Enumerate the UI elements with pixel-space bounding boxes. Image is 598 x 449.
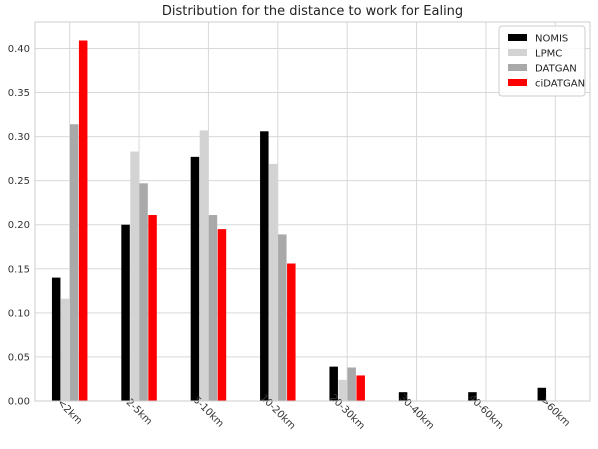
bar-nomis [468, 392, 477, 401]
x-tick-label: 2-5km [124, 397, 154, 427]
bar-datgan [69, 124, 79, 402]
bar-nomis [329, 366, 338, 401]
bar-nomis [51, 277, 61, 401]
bar-lpmc [60, 298, 70, 401]
plot-frame [34, 21, 591, 402]
y-tick-label: 0.40 [8, 44, 30, 55]
bar-cidatgan [356, 375, 365, 401]
y-tick-label: 0.30 [8, 132, 30, 143]
legend-swatch [508, 64, 527, 71]
legend-swatch [508, 34, 527, 41]
legend-label: DATGAN [535, 64, 577, 75]
bar-lpmc [269, 163, 278, 401]
x-axis-ticks: <2km 2-5km 5-10km 10-20km 20-30km 30-40km 40-6… [55, 393, 572, 432]
bar-lpmc [130, 151, 139, 401]
legend-label: NOMIS [535, 34, 568, 45]
bars [51, 40, 547, 402]
bar-cidatgan [78, 40, 88, 401]
y-tick-label: 0.35 [8, 88, 30, 99]
legend-swatch [508, 79, 527, 86]
y-tick-label: 0.00 [8, 397, 30, 408]
grid-lines [35, 22, 590, 402]
bar-cidatgan [287, 263, 296, 401]
x-tick-label: <2km [55, 398, 84, 427]
bar-nomis [260, 131, 269, 401]
legend-box [498, 25, 586, 97]
legend: NOMIS LPMC DATGAN ciDATGAN [498, 25, 586, 97]
chart-title: Distribution for the distance to work fo… [162, 4, 463, 19]
bar-lpmc [338, 379, 347, 401]
legend-label: LPMC [535, 49, 562, 60]
y-tick-label: 0.10 [8, 308, 30, 319]
y-axis-ticks: 0.00 0.05 0.10 0.15 0.20 0.25 0.30 0.35 0.40 [8, 44, 30, 408]
legend-label: ciDATGAN [535, 79, 585, 90]
bar-datgan [139, 183, 148, 401]
bar-nomis [537, 387, 547, 401]
bar-nomis [190, 156, 200, 401]
y-tick-label: 0.15 [8, 264, 30, 275]
y-tick-label: 0.20 [8, 220, 30, 231]
y-tick-label: 0.25 [8, 176, 30, 187]
bar-lpmc [199, 130, 209, 401]
y-tick-label: 0.05 [8, 352, 30, 363]
legend-swatch [508, 49, 527, 56]
bar-cidatgan [217, 229, 227, 401]
bar-cidatgan [148, 215, 157, 401]
bar-datgan [208, 215, 218, 401]
bar-datgan [278, 234, 287, 401]
bar-nomis [398, 392, 408, 401]
bar-nomis [121, 224, 130, 401]
bar-datgan [347, 367, 356, 401]
